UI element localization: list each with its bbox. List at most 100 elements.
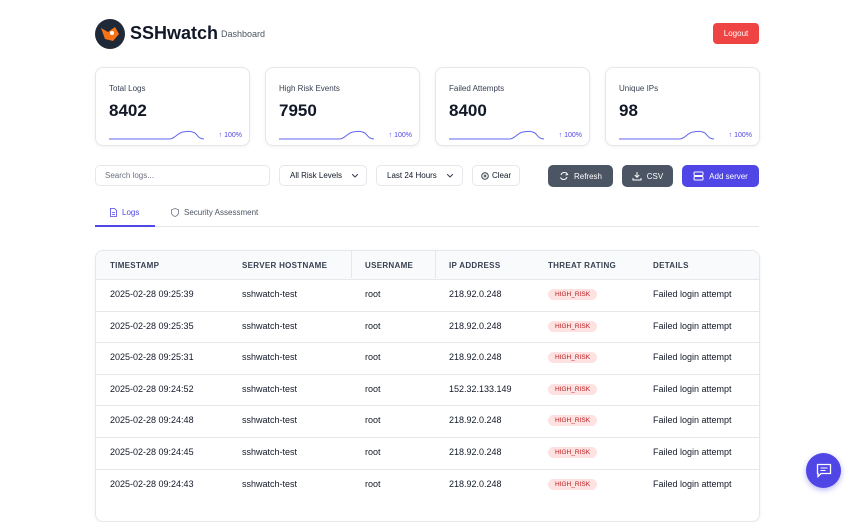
stat-card: Unique IPs 98 ↑ 100%: [605, 67, 760, 146]
chat-button[interactable]: [806, 453, 841, 488]
sparkline: [279, 130, 374, 140]
column-header: DETAILS: [653, 261, 689, 270]
ip-address: 218.92.0.248: [449, 447, 502, 457]
threat-badge: HIGH_RISK: [548, 447, 598, 458]
timestamp: 2025-02-28 09:25:35: [110, 320, 194, 331]
risk-filter-text: All Risk Levels: [290, 171, 343, 180]
refresh-text: Refresh: [573, 171, 602, 181]
threat-badge: HIGH_RISK: [548, 320, 598, 332]
stat-change: ↑ 100%: [728, 132, 752, 139]
refresh-button[interactable]: Refresh: [548, 165, 613, 187]
username: root: [365, 289, 381, 299]
sparkline: [619, 130, 714, 140]
column-header: USERNAME: [365, 261, 414, 270]
threat-badge: HIGH_RISK: [548, 383, 598, 395]
stat-value: 8400: [449, 101, 487, 120]
tab-security[interactable]: Security Assessment: [171, 208, 258, 217]
timestamp: 2025-02-28 09:25:31: [110, 352, 194, 363]
stat-value: 8402: [109, 101, 147, 120]
page: SSHwatch Dashboard {"header":{"brand":"S…: [95, 19, 841, 522]
stat-label: High Risk Events: [279, 84, 340, 93]
csv-text: CSV: [646, 171, 664, 181]
column-header: TIMESTAMP: [110, 261, 160, 270]
search-input[interactable]: Search logs...: [95, 165, 270, 186]
timestamp: 2025-02-28 09:25:39: [110, 289, 194, 299]
column-header: SERVER HOSTNAME: [242, 261, 328, 270]
hostname: sshwatch-test: [242, 415, 298, 426]
stat-card: High Risk Events 7950 ↑ 100%: [265, 67, 420, 146]
page-subtitle: Dashboard: [221, 29, 266, 39]
row-divider: [96, 310, 759, 312]
sparkline: [109, 130, 204, 140]
tab-label: Logs: [122, 208, 140, 217]
ip-address: 218.92.0.248: [449, 352, 502, 363]
hostname: sshwatch-test: [242, 320, 298, 331]
ip-address: 152.32.133.149: [449, 383, 512, 394]
threat-badge: HIGH_RISK: [548, 478, 598, 490]
threat-badge: HIGH_RISK: [548, 352, 598, 364]
details: Failed login attempt: [653, 478, 732, 489]
stat-value: 7950: [279, 101, 317, 120]
stat-card: Failed Attempts 8400 ↑ 100%: [435, 67, 590, 146]
clear-button[interactable]: Clear: [472, 165, 520, 186]
stat-label: Failed Attempts: [449, 84, 505, 93]
details: Failed login attempt: [653, 352, 732, 363]
hostname: sshwatch-test: [242, 478, 298, 489]
timestamp: 2025-02-28 09:24:43: [110, 478, 194, 489]
csv-button[interactable]: CSV: [622, 165, 673, 187]
risk-filter[interactable]: All Risk Levels: [279, 165, 367, 186]
ip-address: 218.92.0.248: [449, 415, 502, 426]
timestamp: 2025-02-28 09:24:45: [110, 447, 194, 457]
tab-logs[interactable]: Logs: [110, 208, 139, 217]
threat-badge: HIGH_RISK: [548, 415, 598, 427]
logo: [95, 19, 125, 49]
dashboard: SSHwatch Dashboard Logout Total Logs 8402…: [95, 19, 841, 522]
hostname: sshwatch-test: [242, 447, 298, 457]
time-filter-text: Last 24 Hours: [387, 171, 437, 180]
username: root: [365, 320, 381, 331]
ip-address: 218.92.0.248: [449, 289, 502, 299]
row-divider: [96, 437, 759, 438]
tab-divider: [95, 226, 759, 227]
clear-text: Clear: [492, 171, 512, 180]
row-divider: [96, 405, 759, 407]
add-server-button[interactable]: Add server: [682, 165, 759, 187]
add-server-text: Add server: [709, 171, 748, 181]
hostname: sshwatch-test: [242, 383, 298, 394]
stat-card: Total Logs 8402 ↑ 100%: [95, 67, 250, 146]
username: root: [365, 447, 381, 457]
brand: SSHwatch: [130, 23, 219, 43]
threat-badge: HIGH_RISK: [548, 289, 598, 300]
username: root: [365, 478, 381, 489]
row-divider: [96, 342, 759, 344]
stat-value: 98: [619, 101, 638, 120]
stat-change: ↑ 100%: [388, 132, 412, 139]
details: Failed login attempt: [653, 415, 732, 426]
username: root: [365, 415, 381, 426]
row-divider: [96, 373, 759, 375]
hostname: sshwatch-test: [242, 289, 298, 299]
logout-button[interactable]: Logout: [713, 23, 759, 44]
column-divider: [435, 251, 436, 278]
timestamp: 2025-02-28 09:24:48: [110, 415, 194, 426]
stat-change: ↑ 100%: [218, 132, 242, 139]
stat-label: Unique IPs: [619, 84, 659, 93]
stat-change: ↑ 100%: [558, 132, 582, 139]
sparkline: [449, 130, 544, 140]
timestamp: 2025-02-28 09:24:52: [110, 383, 194, 394]
ip-address: 218.92.0.248: [449, 320, 502, 331]
active-tab-indicator: [95, 225, 155, 227]
hostname: sshwatch-test: [242, 352, 298, 363]
table-header: [96, 251, 759, 280]
stat-label: Total Logs: [109, 84, 146, 93]
details: Failed login attempt: [653, 320, 732, 331]
column-header: THREAT RATING: [548, 261, 617, 270]
row-divider: [96, 468, 759, 470]
column-divider: [351, 251, 352, 278]
time-filter[interactable]: Last 24 Hours: [376, 165, 463, 186]
ip-address: 218.92.0.248: [449, 478, 502, 489]
details: Failed login attempt: [653, 447, 732, 457]
details: Failed login attempt: [653, 383, 732, 394]
username: root: [365, 352, 381, 363]
tab-label: Security Assessment: [184, 208, 259, 217]
